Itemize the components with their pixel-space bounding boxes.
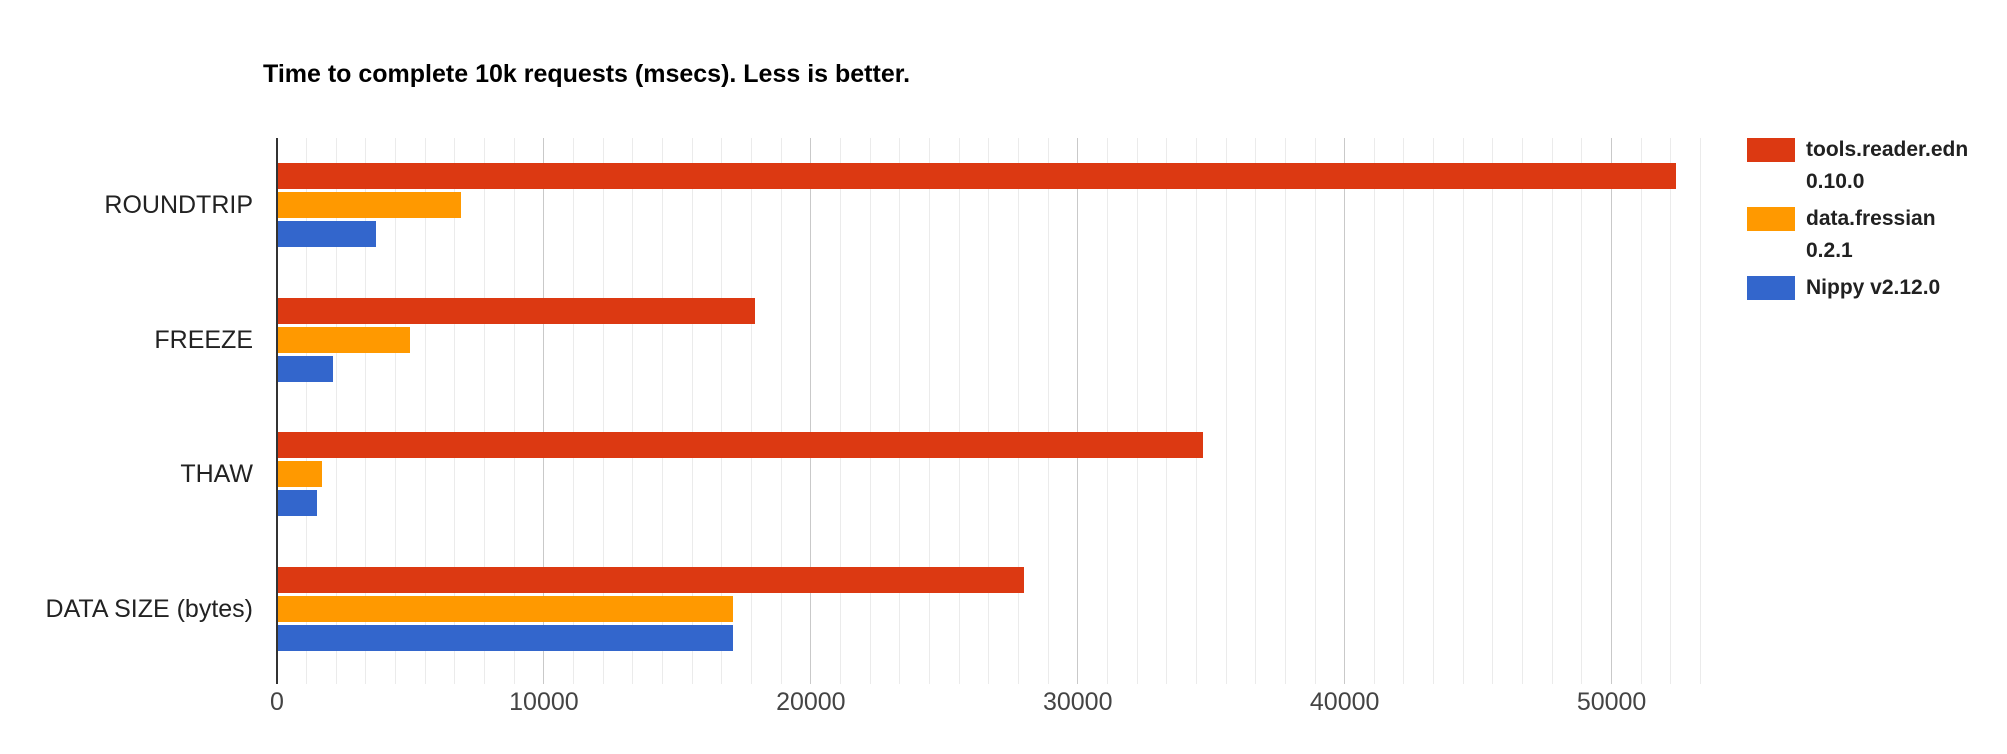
- gridline-minor: [513, 138, 515, 684]
- gridline-major: [543, 138, 545, 684]
- legend-label: data.fressian 0.2.1: [1806, 203, 1936, 267]
- gridline-minor: [1640, 138, 1642, 684]
- legend-label: tools.reader.edn 0.10.0: [1806, 134, 1968, 198]
- bar: [278, 624, 734, 651]
- category-label: THAW: [180, 460, 253, 489]
- legend-label-line: Nippy v2.12.0: [1806, 276, 1941, 299]
- gridline-major: [1077, 138, 1079, 684]
- gridline-minor: [899, 138, 901, 684]
- bar: [278, 490, 318, 517]
- gridline-minor: [662, 138, 664, 684]
- gridline-minor: [780, 138, 782, 684]
- bar: [278, 297, 755, 324]
- gridline-minor: [602, 138, 604, 684]
- category-label: FREEZE: [154, 325, 253, 354]
- gridline-minor: [454, 138, 456, 684]
- x-axis-tick-label: 10000: [509, 688, 579, 716]
- legend-swatch: [1747, 207, 1795, 231]
- bar: [278, 192, 462, 219]
- gridline-minor: [1462, 138, 1464, 684]
- gridline-minor: [1581, 138, 1583, 684]
- gridline-minor: [869, 138, 871, 684]
- gridline-minor: [1433, 138, 1435, 684]
- gridline-minor: [928, 138, 930, 684]
- x-axis-tick-label: 20000: [776, 688, 846, 716]
- x-axis-tick-label: 0: [270, 688, 284, 716]
- axis-baseline: [276, 138, 278, 684]
- legend-label-line: 0.2.1: [1806, 239, 1853, 262]
- bar: [278, 461, 323, 488]
- chart-title: Time to complete 10k requests (msecs). L…: [263, 60, 911, 88]
- gridline-minor: [1195, 138, 1197, 684]
- gridline-minor: [1670, 138, 1672, 684]
- category-label: ROUNDTRIP: [104, 191, 253, 220]
- gridline-minor: [839, 138, 841, 684]
- x-axis-tick-label: 30000: [1042, 688, 1113, 716]
- gridline-major: [810, 138, 812, 684]
- gridline-minor: [1314, 138, 1316, 684]
- bar: [278, 221, 376, 248]
- gridline-minor: [1017, 138, 1019, 684]
- x-axis-tick-label: 50000: [1576, 688, 1647, 716]
- bar: [278, 566, 1025, 593]
- gridline-minor: [365, 138, 367, 684]
- gridline-minor: [751, 138, 753, 684]
- gridline-minor: [1284, 138, 1286, 684]
- bar: [278, 326, 411, 353]
- bar: [278, 432, 1204, 459]
- gridline-minor: [395, 138, 397, 684]
- gridline-major: [1611, 138, 1613, 684]
- gridline-minor: [1373, 138, 1375, 684]
- gridline-minor: [958, 138, 960, 684]
- gridline-minor: [1255, 138, 1257, 684]
- bar: [278, 163, 1676, 190]
- gridline-minor: [721, 138, 723, 684]
- category-label: DATA SIZE (bytes): [45, 594, 253, 623]
- gridline-minor: [1403, 138, 1405, 684]
- gridline-minor: [1492, 138, 1494, 684]
- gridline-minor: [573, 138, 575, 684]
- legend-label-line: data.fressian: [1806, 207, 1936, 230]
- gridline-minor: [1136, 138, 1138, 684]
- gridline-major: [1344, 138, 1346, 684]
- gridline-minor: [988, 138, 990, 684]
- bar: [278, 595, 734, 622]
- bar: [278, 355, 334, 382]
- gridline-minor: [1225, 138, 1227, 684]
- gridline-minor: [306, 138, 308, 684]
- gridline-minor: [1166, 138, 1168, 684]
- x-axis-tick-label: 40000: [1309, 688, 1380, 716]
- gridline-minor: [484, 138, 486, 684]
- legend-swatch: [1747, 276, 1795, 300]
- legend-label-line: 0.10.0: [1806, 170, 1865, 193]
- gridline-minor: [424, 138, 426, 684]
- gridline-minor: [335, 138, 337, 684]
- gridline-minor: [1522, 138, 1524, 684]
- legend-label-line: tools.reader.edn: [1806, 138, 1969, 161]
- gridline-minor: [632, 138, 634, 684]
- gridline-minor: [1551, 138, 1553, 684]
- gridline-minor: [1700, 138, 1702, 684]
- gridline-minor: [1047, 138, 1049, 684]
- gridline-minor: [1106, 138, 1108, 684]
- legend-label: Nippy v2.12.0: [1806, 272, 1940, 304]
- legend-swatch: [1747, 138, 1795, 162]
- gridline-minor: [691, 138, 693, 684]
